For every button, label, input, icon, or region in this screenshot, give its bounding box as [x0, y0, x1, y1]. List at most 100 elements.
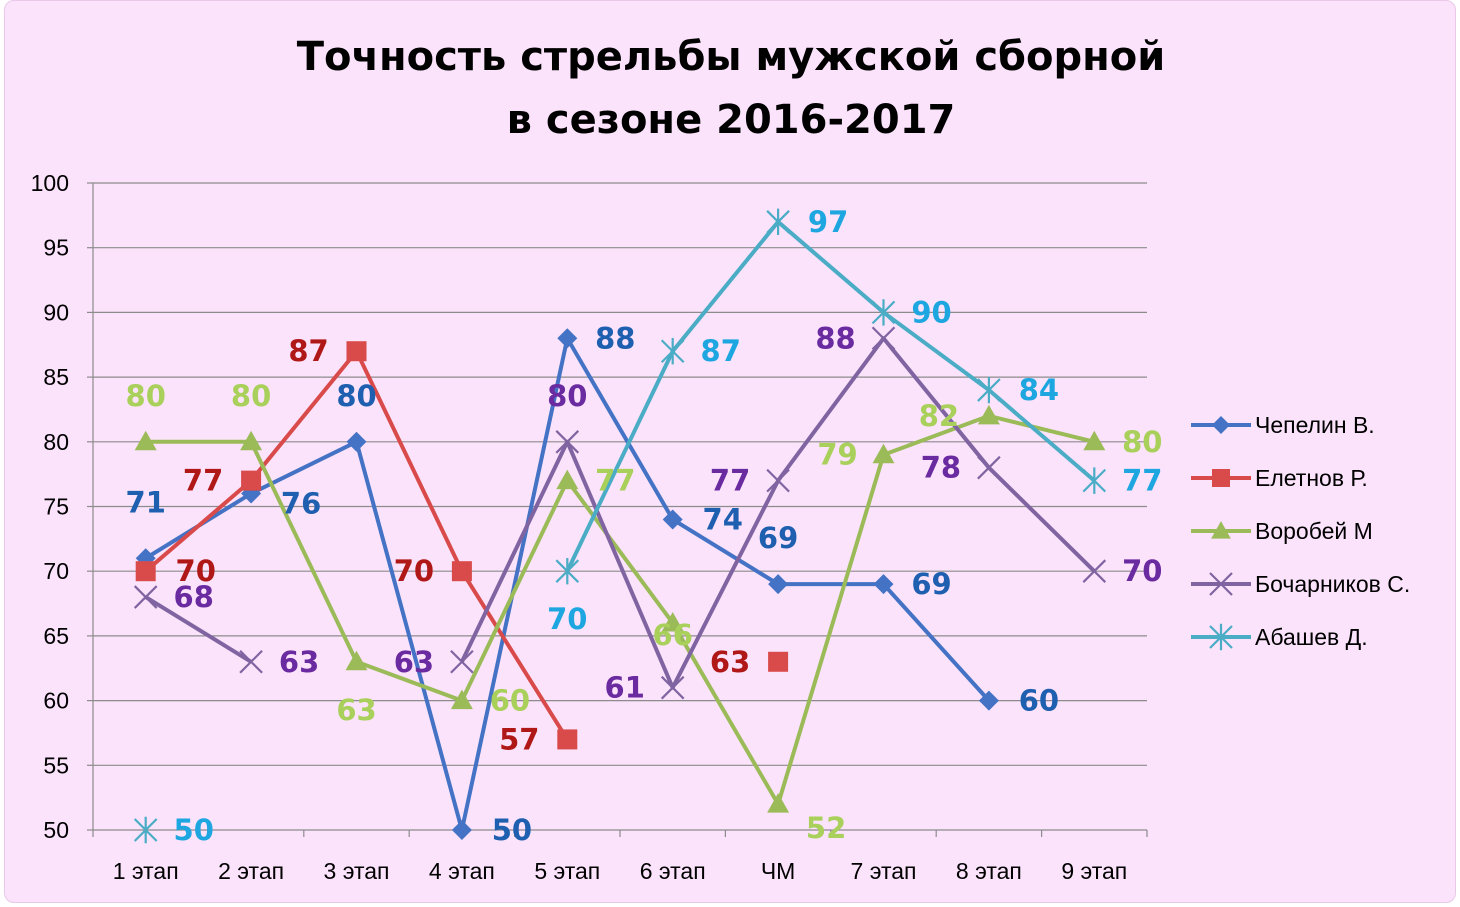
data-point-s5-1 — [133, 816, 158, 844]
series-3 — [134, 404, 1106, 813]
chart-title-line-1: Точность стрельбы мужской сборной — [297, 34, 1166, 80]
x-tick-label-3: 3 этап — [324, 858, 390, 884]
axes: 50 55 60 65 70 75 80 85 90 95 100 1 этап 2 этап 3 эта… — [31, 170, 1148, 884]
data-label-s3-7: 52 — [806, 811, 846, 845]
series-line-5 — [565, 219, 1096, 573]
series-line-3 — [145, 413, 1095, 807]
y-tick-label-80: 80 — [43, 429, 69, 455]
legend-item-2: Елетнов Р. — [1191, 465, 1368, 491]
data-label-s1-7: 69 — [758, 521, 798, 555]
y-tick-label-65: 65 — [43, 623, 69, 649]
data-label-s4-2: 63 — [279, 645, 319, 679]
data-label-s4-6: 61 — [605, 671, 645, 705]
data-point-s5-10 — [1082, 467, 1107, 494]
chart-title-line-2: в сезоне 2016-2017 — [507, 97, 956, 143]
data-label-s3-5: 77 — [595, 464, 635, 498]
y-tick-label-90: 90 — [43, 299, 69, 325]
data-label-s5-5: 70 — [547, 602, 587, 636]
data-point-s2-5 — [557, 729, 578, 750]
chart-title: Точность стрельбы мужской сборной в сезон… — [297, 34, 1166, 143]
data-label-s1-3: 80 — [336, 379, 376, 413]
data-label-s5-10: 77 — [1122, 464, 1162, 498]
series-4 — [133, 326, 1107, 700]
legend-marker-5 — [1209, 623, 1233, 651]
legend-item-5: Абашев Д. — [1191, 623, 1368, 651]
data-point-s3-3 — [345, 650, 368, 671]
data-label-s4-10: 70 — [1122, 554, 1162, 588]
data-point-s4-1 — [133, 585, 158, 609]
x-tick-label-10: 9 этап — [1061, 858, 1127, 884]
data-label-s4-8: 88 — [815, 321, 855, 355]
data-label-s3-2: 80 — [231, 379, 271, 413]
data-point-s3-5 — [556, 469, 579, 490]
data-label-s2-1: 70 — [176, 554, 216, 588]
data-label-s3-1: 80 — [126, 379, 166, 413]
x-tick-label-7: ЧМ — [761, 858, 796, 884]
data-label-s4-1: 68 — [174, 580, 214, 614]
data-point-s3-8 — [872, 443, 895, 464]
data-label-s3-8: 79 — [817, 438, 857, 472]
data-point-s4-6 — [660, 675, 685, 700]
y-tick-label-55: 55 — [43, 752, 69, 778]
data-point-s1-9 — [978, 690, 999, 711]
y-tick-label-100: 100 — [31, 170, 69, 196]
x-tick-label-8: 7 этап — [851, 858, 917, 884]
x-tick-label-5: 5 этап — [534, 858, 600, 884]
data-point-s1-8 — [873, 574, 894, 595]
legend-item-4: Бочарников С. — [1191, 571, 1410, 597]
data-label-s1-6: 74 — [703, 502, 743, 536]
data-label-s4-9: 78 — [921, 451, 961, 485]
chart-area: Точность стрельбы мужской сборной в сезон… — [4, 0, 1456, 903]
data-label-s2-3: 87 — [288, 334, 328, 368]
data-point-s4-8 — [871, 326, 896, 351]
data-point-s4-5 — [555, 430, 580, 454]
x-tick-label-2: 2 этап — [218, 858, 284, 884]
data-point-s2-2 — [241, 470, 262, 491]
data-point-s5-5 — [555, 558, 580, 585]
data-point-s3-2 — [240, 430, 263, 451]
x-tick-label-9: 8 этап — [956, 858, 1022, 884]
legend-marker-2 — [1212, 469, 1230, 487]
y-tick-label-95: 95 — [43, 235, 69, 261]
data-point-s3-4 — [450, 689, 473, 710]
y-tick-label-50: 50 — [43, 817, 69, 843]
data-point-s2-3 — [346, 341, 367, 362]
data-label-s2-4: 70 — [394, 554, 434, 588]
data-point-s3-7 — [767, 793, 790, 813]
legend-marker-3 — [1211, 521, 1231, 539]
legend-marker-4 — [1209, 572, 1233, 596]
data-label-s2-2: 77 — [183, 464, 223, 498]
legend-label-4: Бочарников С. — [1255, 571, 1410, 597]
data-point-s4-10 — [1082, 559, 1107, 583]
legend: Чепелин В. Елетнов Р. Воробей М Бочарников … — [1191, 412, 1410, 651]
data-point-s4-7 — [766, 468, 790, 493]
series-2 — [135, 341, 789, 750]
data-label-s5-9: 84 — [1019, 373, 1059, 407]
data-label-s3-6: 66 — [653, 618, 693, 652]
data-point-s5-9 — [977, 376, 1001, 404]
data-point-s5-6 — [660, 338, 685, 365]
data-point-s3-6 — [661, 611, 684, 632]
legend-label-1: Чепелин В. — [1255, 412, 1375, 438]
data-label-s4-5: 80 — [547, 379, 587, 413]
series-5 — [133, 208, 1107, 844]
data-label-s2-5: 57 — [499, 722, 539, 756]
data-label-s1-5: 88 — [595, 321, 635, 355]
data-point-s1-4 — [451, 820, 472, 840]
legend-label-5: Абашев Д. — [1255, 624, 1368, 650]
data-point-s2-4 — [451, 561, 472, 582]
data-label-s5-8: 90 — [911, 295, 951, 329]
data-label-s3-4: 60 — [490, 684, 530, 718]
y-tick-label-85: 85 — [43, 364, 69, 390]
legend-label-3: Воробей М — [1255, 518, 1373, 544]
data-label-s1-8: 69 — [911, 567, 951, 601]
series-layer — [133, 208, 1107, 844]
data-point-s1-6 — [662, 509, 683, 530]
data-point-s3-10 — [1083, 430, 1106, 451]
y-tick-label-60: 60 — [43, 688, 69, 714]
data-label-s1-4: 50 — [492, 813, 532, 847]
data-label-s4-4: 63 — [394, 645, 434, 679]
data-label-s5-6: 87 — [701, 334, 741, 368]
data-label-s3-3: 63 — [336, 693, 376, 727]
data-point-s1-7 — [768, 574, 789, 595]
